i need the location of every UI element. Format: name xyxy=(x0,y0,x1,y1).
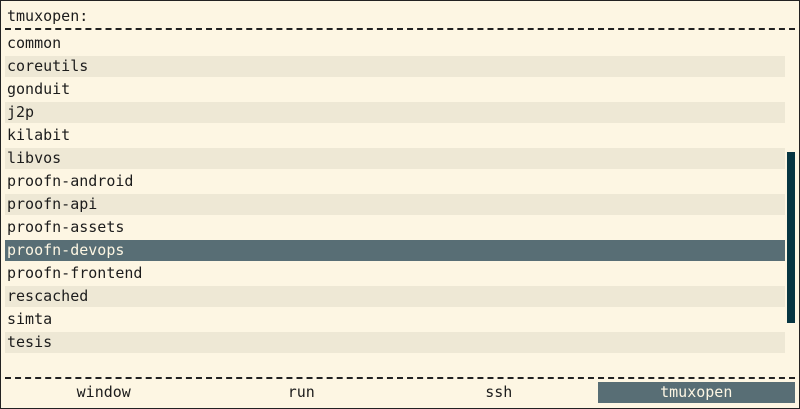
list-item[interactable]: proofn-devops xyxy=(5,240,785,261)
list-item[interactable]: rescached xyxy=(5,286,785,307)
list-item[interactable]: proofn-android xyxy=(7,172,134,190)
list-item[interactable]: proofn-assets xyxy=(7,218,125,236)
tab-window[interactable]: window xyxy=(76,383,131,401)
project-list: common coreutils gonduit j2p kilabit lib… xyxy=(5,33,785,355)
tab-ssh[interactable]: ssh xyxy=(485,383,513,401)
list-item[interactable]: coreutils xyxy=(5,56,785,77)
list-item[interactable]: proofn-frontend xyxy=(7,264,143,282)
list-item[interactable]: common xyxy=(7,34,62,52)
list-item[interactable]: gonduit xyxy=(7,80,71,98)
scrollbar[interactable] xyxy=(787,152,795,323)
list-item[interactable]: libvos xyxy=(5,148,785,169)
mode-tabs: window run ssh tmuxopen xyxy=(5,382,795,403)
list-item[interactable]: j2p xyxy=(5,102,785,123)
list-item[interactable]: tesis xyxy=(5,332,785,353)
list-item[interactable]: kilabit xyxy=(7,126,71,144)
top-divider xyxy=(5,28,795,30)
bottom-divider xyxy=(5,377,795,379)
tab-run[interactable]: run xyxy=(287,383,315,401)
list-item[interactable]: proofn-api xyxy=(5,194,785,215)
list-item[interactable]: simta xyxy=(7,310,53,328)
tab-tmuxopen[interactable]: tmuxopen xyxy=(597,382,795,403)
prompt-label: tmuxopen: xyxy=(7,7,89,25)
